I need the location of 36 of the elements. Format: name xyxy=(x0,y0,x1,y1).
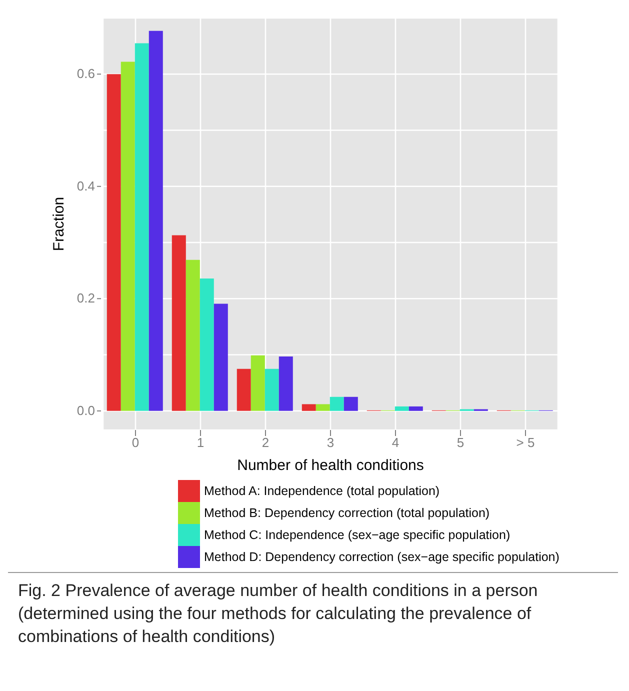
bar xyxy=(186,260,200,411)
y-tick-label: 0.4 xyxy=(76,178,95,194)
x-tick-label: 1 xyxy=(196,435,204,450)
bar xyxy=(200,278,214,411)
bar xyxy=(302,404,316,411)
bar xyxy=(120,62,135,411)
y-tick-label: 0.0 xyxy=(76,402,95,418)
legend-label: Method D: Dependency correction (sex−age specific population) xyxy=(204,550,560,564)
x-tick-label: 0 xyxy=(132,435,140,450)
y-axis-title: Fraction xyxy=(50,196,68,252)
legend-label: Method B: Dependency correction (total population) xyxy=(204,506,490,520)
legend-label: Method C: Independence (sex−age specific population) xyxy=(204,528,510,542)
x-tick-label: 4 xyxy=(392,435,400,450)
legend-label: Method A: Independence (total population) xyxy=(204,484,440,498)
x-tick-label: 5 xyxy=(456,435,464,450)
bar xyxy=(408,406,423,411)
x-tick-label: 3 xyxy=(326,435,334,450)
bar xyxy=(264,368,279,411)
bar xyxy=(236,368,251,411)
bar xyxy=(316,404,330,411)
y-tick-label: 0.2 xyxy=(76,290,95,306)
bar xyxy=(278,356,293,411)
y-tick-label: 0.6 xyxy=(76,66,95,82)
bar xyxy=(134,43,149,411)
bar xyxy=(148,30,163,411)
bar xyxy=(344,396,358,411)
bar xyxy=(214,304,228,411)
caption: Fig. 2 Prevalence of average number of health conditions in a person (determined using the four methods for calculating the prevalence of combinations of health conditions) xyxy=(8,572,618,654)
x-tick-label: > 5 xyxy=(516,435,535,450)
bar xyxy=(394,406,409,411)
bar xyxy=(330,396,344,411)
x-tick-label: 2 xyxy=(262,435,270,450)
bar xyxy=(172,235,186,411)
bar xyxy=(250,355,265,411)
bar xyxy=(106,74,121,411)
x-axis-title: Number of health conditions xyxy=(237,457,424,474)
